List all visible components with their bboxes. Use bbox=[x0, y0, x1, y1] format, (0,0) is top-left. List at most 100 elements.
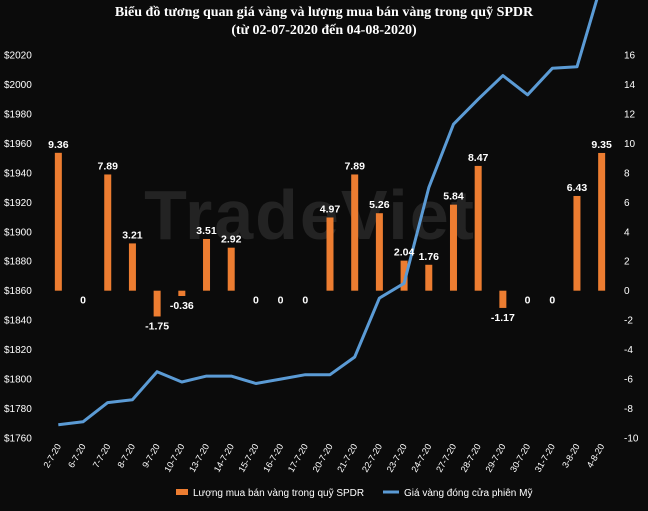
right-axis-tick: 2 bbox=[624, 257, 630, 268]
x-axis-tick: 9-7-20 bbox=[140, 442, 162, 470]
bar bbox=[598, 152, 606, 291]
x-axis-tick: 28-7-20 bbox=[459, 442, 483, 474]
legend-line-label: Giá vàng đóng cửa phiên Mỹ bbox=[404, 487, 532, 499]
bar bbox=[227, 247, 235, 291]
bar-data-label: 6.43 bbox=[567, 182, 588, 194]
x-axis-tick: 14-7-20 bbox=[212, 442, 236, 474]
x-axis-tick: 30-7-20 bbox=[508, 442, 532, 474]
left-axis-tick: $1800 bbox=[4, 375, 32, 386]
left-axis-tick: $1760 bbox=[4, 434, 32, 445]
bar bbox=[326, 217, 334, 291]
x-axis-tick: 22-7-20 bbox=[360, 442, 384, 474]
price-line bbox=[58, 0, 599, 427]
x-axis-tick: 8-7-20 bbox=[115, 442, 137, 470]
right-axis-tick: -10 bbox=[624, 434, 639, 445]
bar-data-label: 3.21 bbox=[122, 229, 143, 241]
bar-data-label: -0.36 bbox=[170, 300, 194, 312]
left-axis-tick: $1880 bbox=[4, 257, 32, 268]
bar bbox=[54, 152, 62, 291]
chart-title: Biểu đồ tương quan giá vàng và lượng mua… bbox=[114, 5, 534, 20]
bar bbox=[474, 165, 482, 291]
x-axis-tick: 7-7-20 bbox=[91, 442, 113, 470]
right-axis-tick: 4 bbox=[624, 227, 630, 238]
right-axis-tick: 14 bbox=[624, 80, 636, 91]
bar-data-label: 0 bbox=[278, 295, 284, 307]
bar-data-label: 5.84 bbox=[443, 191, 464, 203]
x-axis-tick: 15-7-20 bbox=[236, 442, 260, 474]
x-axis-tick: 31-7-20 bbox=[533, 442, 557, 474]
right-axis-tick: 10 bbox=[624, 139, 636, 150]
x-axis-tick: 3-8-20 bbox=[560, 442, 582, 470]
right-axis-tick: -4 bbox=[624, 345, 633, 356]
bar bbox=[153, 290, 161, 317]
chart-subtitle: (từ 02-07-2020 đến 04-08-2020) bbox=[231, 23, 417, 38]
chart-title-block: Biểu đồ tương quan giá vàng và lượng mua… bbox=[0, 4, 648, 40]
bar-data-label: 7.89 bbox=[98, 160, 119, 172]
x-axis-tick: 23-7-20 bbox=[385, 442, 409, 474]
bar-data-label: 4.97 bbox=[320, 203, 341, 215]
right-axis-tick: -6 bbox=[624, 375, 633, 386]
bar-data-label: 2.92 bbox=[221, 234, 242, 246]
left-axis-tick: $1860 bbox=[4, 286, 32, 297]
bar bbox=[375, 213, 383, 291]
bar-data-label: 5.26 bbox=[369, 199, 390, 211]
bar-data-label: 0 bbox=[80, 295, 86, 307]
left-axis-tick: $1840 bbox=[4, 316, 32, 327]
x-axis-tick: 21-7-20 bbox=[335, 442, 359, 474]
bar bbox=[449, 204, 457, 291]
left-axis-tick: $1920 bbox=[4, 198, 32, 209]
left-axis-tick: $2020 bbox=[4, 51, 32, 62]
left-axis-tick: $1980 bbox=[4, 109, 32, 120]
bar-data-label: 8.47 bbox=[468, 152, 489, 164]
bar-data-label: 9.35 bbox=[591, 139, 612, 151]
bar-data-label: 0 bbox=[525, 295, 531, 307]
right-axis-tick: 0 bbox=[624, 286, 630, 297]
right-axis-tick: -2 bbox=[624, 316, 633, 327]
bar-data-label: 1.76 bbox=[419, 251, 440, 263]
bar bbox=[128, 243, 136, 291]
x-axis-tick: 6-7-20 bbox=[66, 442, 88, 470]
bar-data-label: 9.36 bbox=[48, 139, 69, 151]
right-axis-tick: 8 bbox=[624, 168, 630, 179]
bar bbox=[203, 238, 211, 291]
right-axis-tick: 6 bbox=[624, 198, 630, 209]
bar bbox=[425, 264, 433, 291]
bar-data-label: 3.51 bbox=[196, 225, 217, 237]
x-axis-tick: 27-7-20 bbox=[434, 442, 458, 474]
bar-data-label: 2.04 bbox=[394, 247, 415, 259]
bar-data-label: -1.17 bbox=[491, 312, 515, 324]
right-axis-tick: 16 bbox=[624, 51, 636, 62]
bar-data-label: 7.89 bbox=[344, 160, 365, 172]
bar bbox=[499, 290, 507, 308]
left-axis-tick: $1960 bbox=[4, 139, 32, 150]
x-axis-tick: 24-7-20 bbox=[409, 442, 433, 474]
bar-data-label: -1.75 bbox=[145, 320, 169, 332]
legend-bar-swatch bbox=[176, 489, 188, 495]
bar bbox=[178, 290, 186, 296]
right-axis-tick: -8 bbox=[624, 404, 633, 415]
bar-data-label: 0 bbox=[549, 295, 555, 307]
x-axis-tick: 20-7-20 bbox=[311, 442, 335, 474]
left-axis-tick: $1900 bbox=[4, 227, 32, 238]
x-axis-tick: 13-7-20 bbox=[187, 442, 211, 474]
x-axis-tick: 16-7-20 bbox=[261, 442, 285, 474]
x-axis-tick: 29-7-20 bbox=[483, 442, 507, 474]
bar bbox=[351, 174, 359, 291]
bar bbox=[104, 174, 112, 291]
left-axis-tick: $2000 bbox=[4, 80, 32, 91]
bar bbox=[573, 195, 581, 291]
x-axis-tick: 2-7-20 bbox=[41, 442, 63, 470]
x-axis-tick: 4-8-20 bbox=[585, 442, 607, 470]
bar bbox=[400, 260, 408, 291]
left-axis-tick: $1940 bbox=[4, 168, 32, 179]
left-axis-tick: $1820 bbox=[4, 345, 32, 356]
x-axis-tick: 10-7-20 bbox=[162, 442, 186, 474]
left-axis-tick: $1780 bbox=[4, 404, 32, 415]
right-axis-tick: 12 bbox=[624, 109, 636, 120]
legend-bar-label: Lượng mua bán vàng trong quỹ SPDR bbox=[193, 488, 364, 499]
bar-data-label: 0 bbox=[253, 295, 259, 307]
bar-data-label: 0 bbox=[302, 295, 308, 307]
x-axis-tick: 17-7-20 bbox=[286, 442, 310, 474]
